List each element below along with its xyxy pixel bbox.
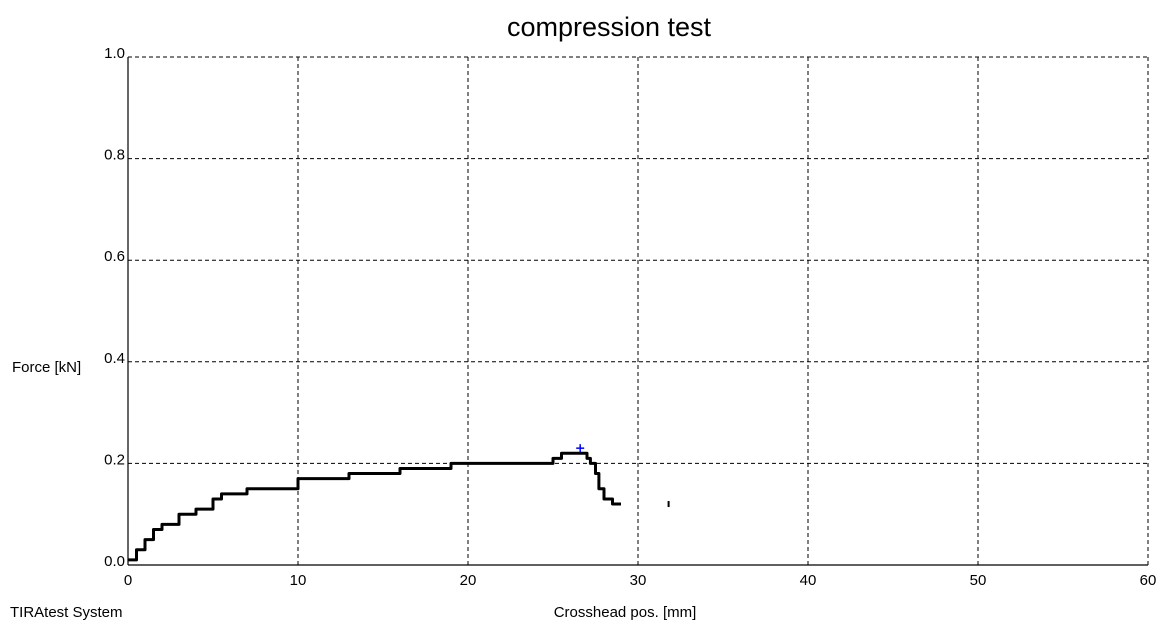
y-tick-label: 0.6	[104, 248, 125, 265]
force-curve-series	[128, 451, 621, 562]
x-axis-label: Crosshead pos. [mm]	[554, 604, 697, 621]
system-label: TIRAtest System	[10, 604, 123, 621]
x-tick-label: 0	[124, 572, 132, 589]
x-tick-label: 20	[460, 572, 477, 589]
y-tick-labels: 0.0 0.2 0.4 0.6 0.8 1.0	[104, 45, 125, 570]
max-force-marker	[576, 444, 585, 453]
y-tick-label: 0.2	[104, 451, 125, 468]
y-tick-label: 0.4	[104, 350, 125, 367]
x-tick-label: 10	[290, 572, 307, 589]
y-tick-label: 0.8	[104, 147, 125, 164]
x-tick-label: 60	[1140, 572, 1157, 589]
x-tick-label: 40	[800, 572, 817, 589]
curve-extras	[576, 444, 670, 508]
x-tick-label: 50	[970, 572, 987, 589]
grid-lines	[128, 57, 1148, 565]
x-tick-label: 30	[630, 572, 647, 589]
y-axis-label: Force [kN]	[12, 359, 81, 376]
y-tick-label: 1.0	[104, 45, 125, 62]
plot-frame	[127, 56, 1149, 566]
y-tick-label: 0.0	[104, 553, 125, 570]
chart-title: compression test	[507, 12, 712, 42]
x-tick-labels: 0 10 20 30 40 50 60	[124, 572, 1157, 589]
